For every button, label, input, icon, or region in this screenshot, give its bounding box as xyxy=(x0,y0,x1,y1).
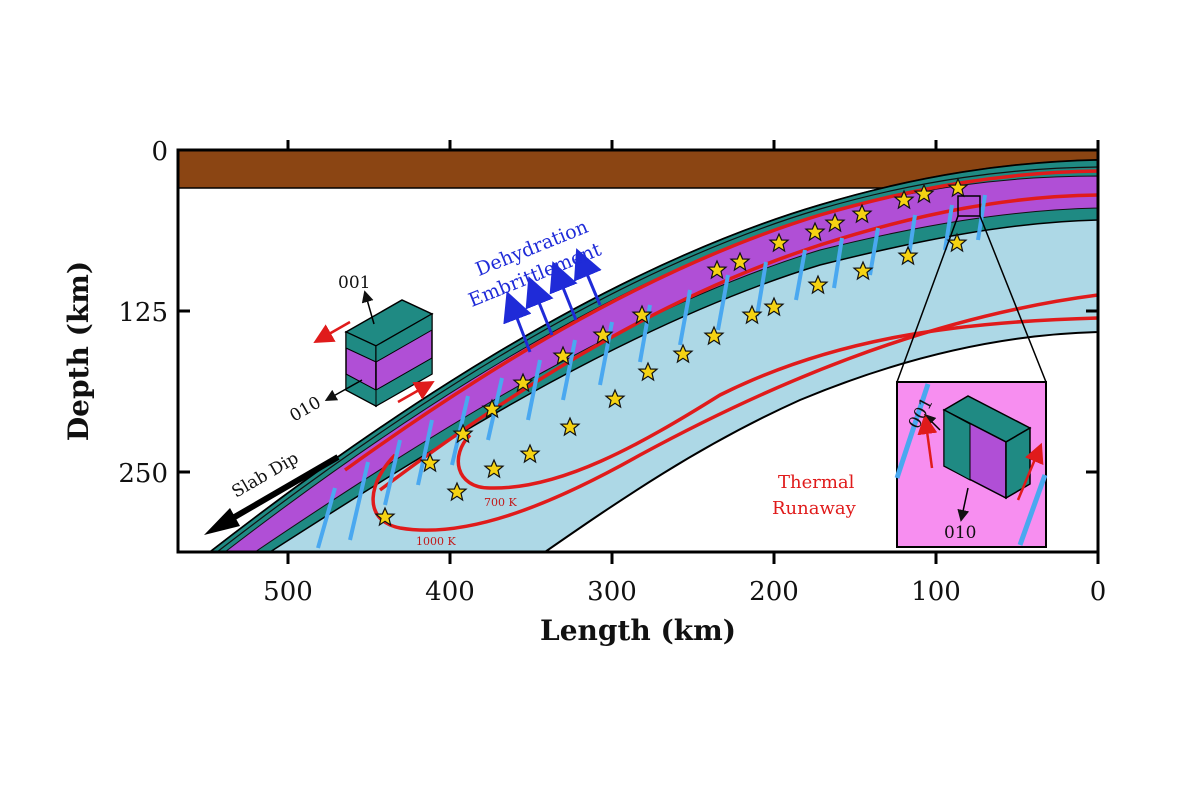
x-tick-200: 200 xyxy=(749,577,799,607)
crystal-001-label: 001 xyxy=(338,273,370,293)
x-tick-300: 300 xyxy=(587,577,637,607)
y-tick-250: 250 xyxy=(118,459,168,489)
dehydration-faults xyxy=(316,194,987,549)
x-axis-title: Length (km) xyxy=(540,614,736,647)
x-tick-100: 100 xyxy=(911,577,961,607)
crystal-block xyxy=(313,290,435,408)
thermal-label-line1: Thermal xyxy=(778,472,855,493)
inset-010-label: 010 xyxy=(944,523,976,543)
slab-dip-arrow xyxy=(204,454,340,535)
zoom-inset xyxy=(894,381,1048,548)
isotherm-top-2 xyxy=(378,193,1098,492)
y-axis-title: Depth (km) xyxy=(62,261,95,441)
slab-purple-layer xyxy=(224,175,1098,552)
zoom-box xyxy=(957,195,981,217)
isotherm-1000-label: 1000 K xyxy=(416,535,456,548)
y-tick-0: 0 xyxy=(151,137,168,167)
x-tick-400: 400 xyxy=(425,577,475,607)
x-tick-500: 500 xyxy=(263,577,313,607)
thermal-label-line2: Runaway xyxy=(772,498,857,519)
plot-area xyxy=(178,150,1098,552)
y-tick-125: 125 xyxy=(118,298,168,328)
axis-ticks xyxy=(178,140,1100,564)
isotherm-700-label: 700 K xyxy=(484,496,517,509)
isotherm-top-1 xyxy=(343,169,1098,472)
plot-frame xyxy=(176,148,1100,554)
isotherm-700k xyxy=(456,316,1098,490)
x-tick-0: 0 xyxy=(1090,577,1107,607)
dehydration-arrows xyxy=(503,248,602,353)
